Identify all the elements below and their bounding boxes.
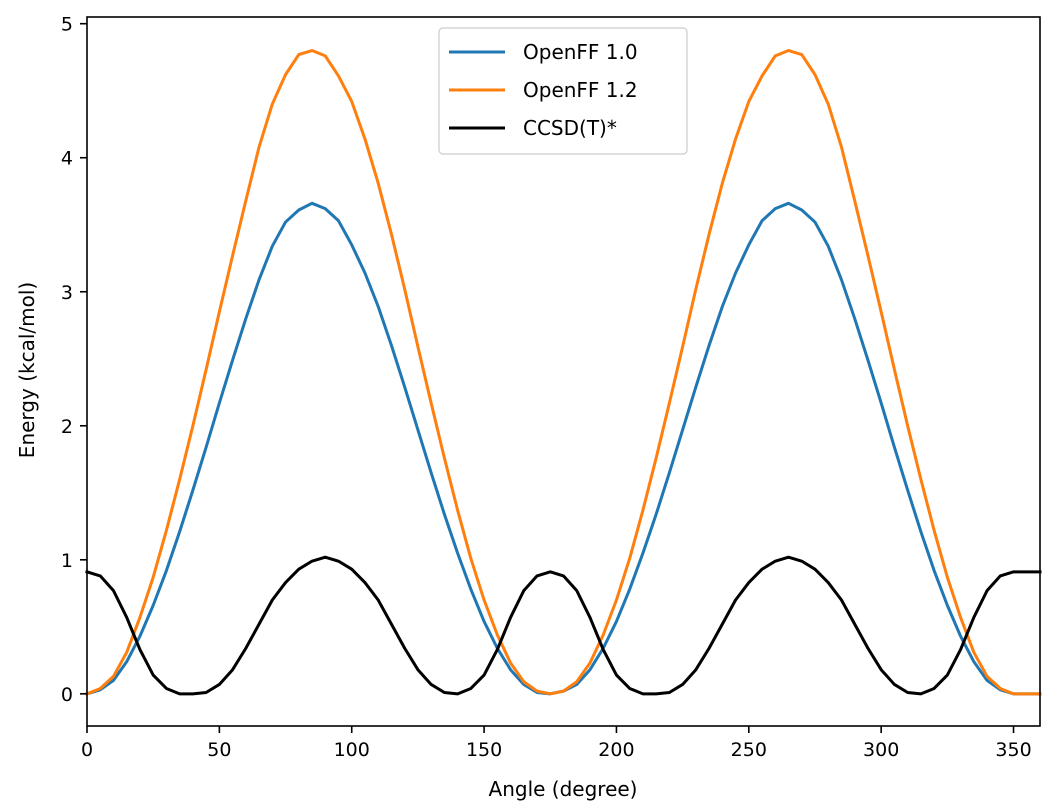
y-tick-label: 3	[61, 282, 73, 304]
legend-entry: OpenFF 1.0	[523, 40, 638, 64]
x-tick-label: 250	[731, 739, 767, 761]
series-line-2	[85, 49, 1042, 696]
legend-entry: OpenFF 1.2	[523, 78, 638, 102]
legend-entry: CCSD(T)*	[523, 116, 617, 140]
y-tick-label: 4	[61, 148, 73, 170]
series-line-1	[85, 201, 1042, 696]
axes-frame	[86, 16, 1041, 727]
axes-layer: 0 50 100 150 200 250 300 350 0 1 2 3 4 5	[61, 14, 1041, 761]
y-tick-label: 5	[61, 14, 73, 36]
y-tick-label: 0	[61, 684, 73, 706]
legend-box	[438, 27, 688, 155]
y-tick-label: 1	[61, 550, 73, 572]
x-tick-label: 200	[598, 739, 634, 761]
y-tick-label: 2	[61, 416, 73, 438]
series-layer	[85, 49, 1042, 696]
x-tick-label: 100	[334, 739, 370, 761]
x-tick-label: 300	[863, 739, 899, 761]
x-axis-label: Angle (degree)	[489, 777, 638, 801]
y-axis-label: Energy (kcal/mol)	[15, 282, 39, 458]
x-tick-label: 0	[81, 739, 93, 761]
series-line-3	[85, 555, 1042, 696]
x-tick-label: 350	[995, 739, 1031, 761]
x-tick-label: 50	[207, 739, 231, 761]
x-tick-label: 150	[466, 739, 502, 761]
legend: OpenFF 1.0 OpenFF 1.2 CCSD(T)*	[438, 27, 688, 155]
